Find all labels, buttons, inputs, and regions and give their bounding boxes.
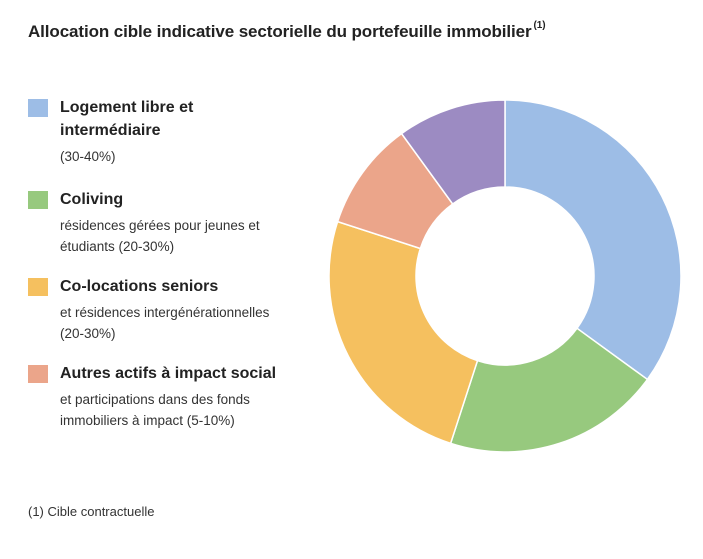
legend-title-coliving: Coliving [60, 191, 124, 208]
legend-swatch-seniors [28, 278, 48, 296]
legend-title-logement: Logement libre et intermédiaire [60, 99, 194, 139]
legend-item-autres: Autres actifs à impact social et partici… [28, 362, 278, 431]
chart-title-text: Allocation cible indicative sectorielle … [28, 22, 532, 41]
legend-item-coliving: Coliving résidences gérées pour jeunes e… [28, 188, 278, 257]
legend: Logement libre et intermédiaire (30-40%)… [28, 96, 278, 431]
legend-item-logement: Logement libre et intermédiaire (30-40%) [28, 96, 278, 167]
title-footnote-marker: (1) [533, 20, 546, 31]
donut-slice-coliving [449, 327, 649, 453]
legend-desc-autres: et participations dans des fonds immobil… [60, 392, 250, 428]
donut-slice-violet [400, 99, 506, 206]
footnote: (1) Cible contractuelle [28, 504, 155, 519]
legend-title-autres: Autres actifs à impact social [60, 365, 277, 382]
legend-swatch-logement [28, 99, 48, 117]
legend-desc-logement: (30-40%) [60, 149, 116, 164]
legend-swatch-autres [28, 365, 48, 383]
legend-item-seniors: Co-locations seniors et résidences inter… [28, 275, 278, 344]
legend-desc-seniors: et résidences intergénérationnelles (20-… [60, 305, 270, 341]
legend-swatch-coliving [28, 191, 48, 209]
legend-title-seniors: Co-locations seniors [60, 278, 219, 295]
chart-title: Allocation cible indicative sectorielle … [28, 20, 546, 42]
donut-slice-seniors [328, 220, 479, 445]
donut-slice-logement [504, 99, 682, 381]
legend-desc-coliving: résidences gérées pour jeunes et étudian… [60, 218, 260, 254]
